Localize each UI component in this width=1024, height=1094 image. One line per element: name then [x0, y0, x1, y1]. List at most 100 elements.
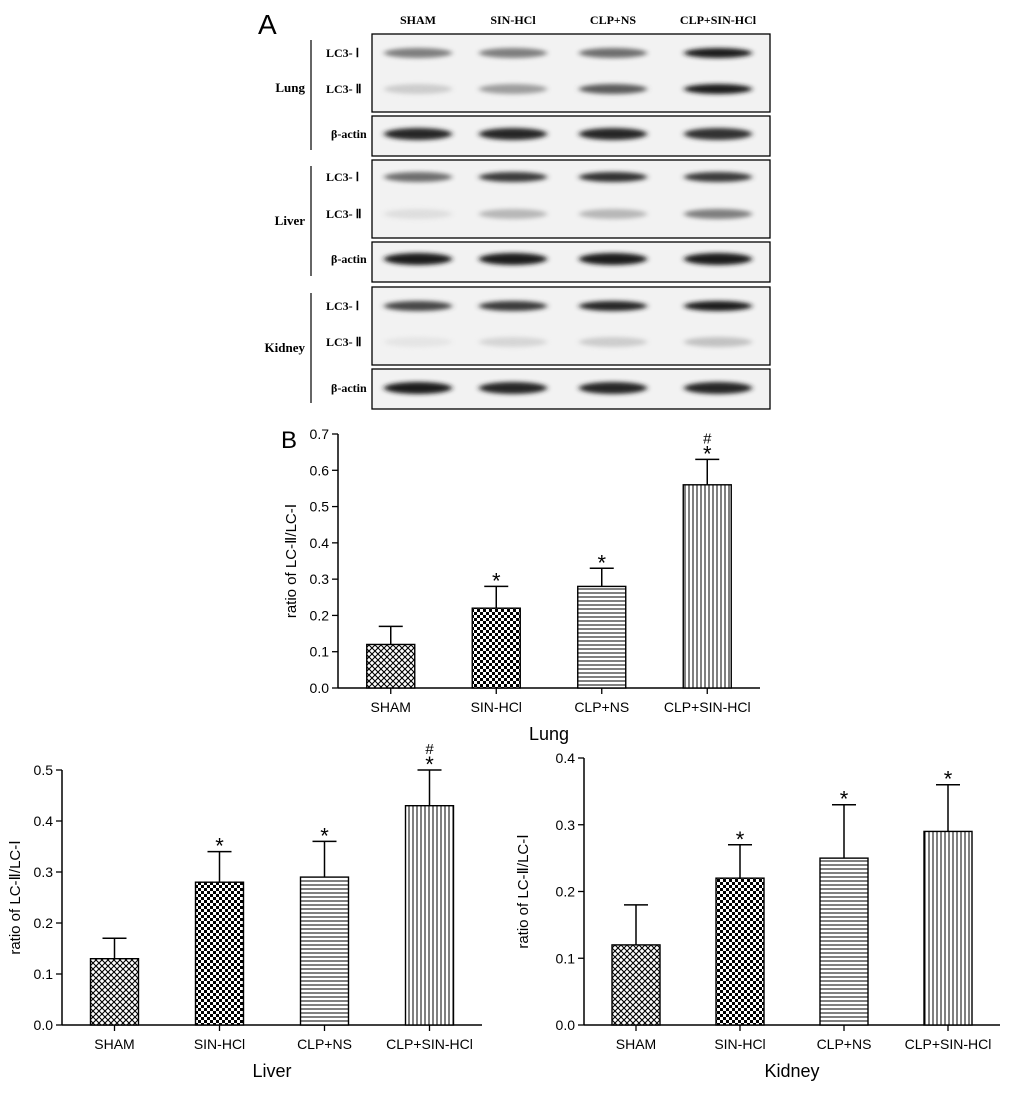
bar-sin-hcl — [715, 877, 765, 1026]
lc3-ii-label: LC3- Ⅱ — [326, 335, 362, 349]
western-blot-panel: A SHAM SIN-HCl CLP+NS CLP+SIN-HCl Lung LC3- … — [258, 9, 771, 410]
band-lc3-i-lane-3 — [579, 172, 647, 182]
lc3-membrane-box — [371, 33, 771, 113]
chart-lung: B 0.0 0.1 0.2 0.3 0.4 0.5 0.6 0.7 ratio of LC-Ⅱ/L… — [281, 426, 760, 744]
band-lc3-ii-lane-2 — [479, 84, 547, 94]
panel-b-letter: B — [281, 427, 297, 454]
bar-sin-hcl — [471, 607, 521, 689]
x-tick-label-clp-sin-hcl: CLP+SIN-HCl — [664, 699, 751, 715]
significance-mark: * — [597, 550, 606, 575]
y-tick-label: 0.4 — [34, 813, 54, 829]
lc3-i-label: LC3- Ⅰ — [326, 170, 359, 184]
band-lc3-ii-lane-1 — [384, 209, 452, 219]
x-tick-label-sin-hcl: SIN-HCl — [194, 1036, 245, 1052]
band-actin-lane-2 — [479, 253, 547, 265]
y-tick-label: 0.0 — [310, 680, 330, 696]
significance-mark: * — [944, 767, 953, 792]
band-lc3-ii-lane-1 — [384, 84, 452, 94]
x-tick-label-clp-ns: CLP+NS — [574, 699, 629, 715]
x-tick-label-sham: SHAM — [371, 699, 411, 715]
y-tick-label: 0.3 — [556, 817, 576, 833]
band-actin-lane-3 — [579, 128, 647, 140]
y-tick-label: 0.7 — [310, 426, 330, 442]
y-axis-label: ratio of LC-Ⅱ/LC-Ⅰ — [7, 840, 24, 954]
band-actin-lane-3 — [579, 382, 647, 394]
significance-mark: * — [492, 568, 501, 593]
band-lc3-ii-lane-3 — [579, 337, 647, 347]
y-tick-label: 0.1 — [34, 966, 54, 982]
band-actin-lane-3 — [579, 253, 647, 265]
y-axis-label: ratio of LC-Ⅱ/LC-Ⅰ — [515, 834, 532, 948]
lc3-i-label: LC3- Ⅰ — [326, 299, 359, 313]
significance-mark: * — [736, 827, 745, 852]
x-tick-label-sin-hcl: SIN-HCl — [471, 699, 522, 715]
band-lc3-i-lane-1 — [384, 48, 452, 58]
band-actin-lane-1 — [384, 128, 452, 140]
actin-label: β-actin — [331, 381, 367, 395]
band-actin-lane-4 — [684, 382, 752, 394]
blot-group-kidney: Kidney LC3- Ⅰ LC3- Ⅱ β-actin — [265, 286, 771, 410]
y-tick-label: 0.2 — [310, 607, 330, 623]
x-tick-label-sin-hcl: SIN-HCl — [714, 1036, 765, 1052]
bar-clp-sin-hcl — [404, 805, 455, 1026]
x-axis-label: Liver — [252, 1061, 291, 1081]
band-lc3-i-lane-2 — [479, 48, 547, 58]
lane-header-clp-sin-hcl: CLP+SIN-HCl — [680, 13, 757, 27]
bar-clp-ns — [299, 876, 350, 1026]
lc3-membrane-box — [371, 159, 771, 239]
band-lc3-i-lane-4 — [684, 301, 752, 311]
y-tick-label: 0.3 — [34, 864, 54, 880]
band-lc3-ii-lane-1 — [384, 337, 452, 347]
bar-clp-sin-hcl — [923, 830, 973, 1026]
band-lc3-ii-lane-3 — [579, 84, 647, 94]
band-actin-lane-2 — [479, 128, 547, 140]
band-actin-lane-1 — [384, 253, 452, 265]
lc3-membrane-box — [371, 286, 771, 366]
actin-label: β-actin — [331, 252, 367, 266]
band-lc3-i-lane-2 — [479, 172, 547, 182]
lc3-ii-label: LC3- Ⅱ — [326, 207, 362, 221]
bar-clp-ns — [819, 857, 869, 1026]
y-tick-label: 0.1 — [556, 950, 576, 966]
band-lc3-ii-lane-3 — [579, 209, 647, 219]
band-lc3-i-lane-4 — [684, 48, 752, 58]
y-tick-label: 0.2 — [556, 884, 576, 900]
x-tick-label-sham: SHAM — [94, 1036, 134, 1052]
blot-group-lung: Lung LC3- Ⅰ LC3- Ⅱ β-actin — [275, 33, 771, 157]
band-actin-lane-2 — [479, 382, 547, 394]
blot-group-liver: Liver LC3- Ⅰ LC3- Ⅱ β-actin — [275, 159, 771, 283]
chart-liver: 0.0 0.1 0.2 0.3 0.4 0.5 ratio of LC-Ⅱ/LC-Ⅰ SHAM… — [7, 741, 482, 1081]
lane-header-clp-ns: CLP+NS — [590, 13, 637, 27]
tissue-label-liver: Liver — [275, 213, 306, 228]
band-lc3-ii-lane-4 — [684, 84, 752, 94]
bar-sin-hcl — [194, 881, 245, 1026]
bar-clp-ns — [577, 585, 627, 689]
tissue-label-kidney: Kidney — [265, 340, 306, 355]
band-lc3-i-lane-2 — [479, 301, 547, 311]
band-lc3-i-lane-3 — [579, 301, 647, 311]
y-tick-label: 0.5 — [310, 499, 330, 515]
significance-mark: * — [425, 752, 434, 777]
actin-label: β-actin — [331, 127, 367, 141]
lane-headers: SHAM SIN-HCl CLP+NS CLP+SIN-HCl — [400, 13, 757, 27]
band-lc3-ii-lane-2 — [479, 337, 547, 347]
y-tick-label: 0.1 — [310, 644, 330, 660]
x-axis-label: Lung — [529, 724, 569, 744]
y-tick-label: 0.0 — [556, 1017, 576, 1033]
lane-header-sham: SHAM — [400, 13, 436, 27]
band-lc3-i-lane-1 — [384, 172, 452, 182]
significance-mark: * — [703, 441, 712, 466]
lc3-i-label: LC3- Ⅰ — [326, 46, 359, 60]
x-tick-label-clp-ns: CLP+NS — [817, 1036, 872, 1052]
lc3-ii-label: LC3- Ⅱ — [326, 82, 362, 96]
bar-clp-sin-hcl — [682, 484, 732, 689]
bar-charts: B 0.0 0.1 0.2 0.3 0.4 0.5 0.6 0.7 ratio of LC-Ⅱ/L… — [7, 426, 1000, 1081]
y-tick-label: 0.2 — [34, 915, 54, 931]
significance-mark: * — [320, 823, 329, 848]
band-actin-lane-4 — [684, 128, 752, 140]
x-tick-label-clp-sin-hcl: CLP+SIN-HCl — [905, 1036, 992, 1052]
band-actin-lane-4 — [684, 253, 752, 265]
bar-sham — [366, 643, 416, 689]
y-axis-label: ratio of LC-Ⅱ/LC-Ⅰ — [283, 504, 300, 618]
